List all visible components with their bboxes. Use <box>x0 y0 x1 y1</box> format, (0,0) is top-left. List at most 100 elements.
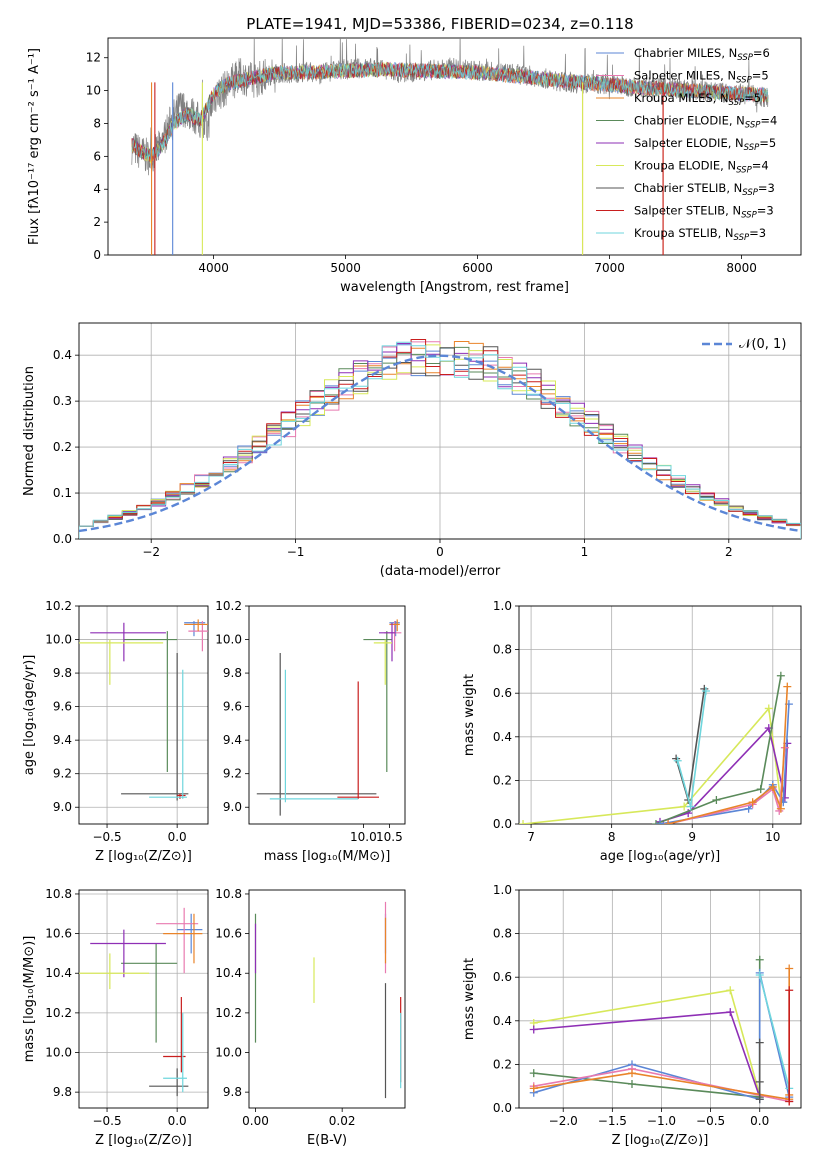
weight-marker-salpeter_elodie <box>529 1025 538 1034</box>
x-tick-label: 10.5 <box>376 830 403 844</box>
x-tick-label: 0.0 <box>750 1114 769 1128</box>
y-axis-label: mass weight <box>462 674 477 756</box>
normal-reference-curve <box>79 354 801 533</box>
spectrum-legend: Chabrier MILES, NSSP=6 Salpeter MILES, NS… <box>596 46 777 243</box>
x-tick-label: −1.0 <box>647 1114 676 1128</box>
legend-label-kroupa_stelib: Kroupa STELIB, NSSP=3 <box>634 226 766 243</box>
legend-label-chabrier_elodie: Chabrier ELODIE, NSSP=4 <box>634 114 777 131</box>
plot-area <box>79 339 801 539</box>
y-tick-label: 9.2 <box>53 767 72 781</box>
y-tick-label: 10.6 <box>215 927 242 941</box>
plot-area <box>529 955 794 1106</box>
x-tick-label: 2 <box>725 545 733 559</box>
y-tick-label: 0.0 <box>493 1101 512 1115</box>
histogram-kroupa_stelib <box>79 341 801 539</box>
weight-marker-chabrier_elodie <box>756 785 765 794</box>
y-tick-label: 0.4 <box>53 348 72 362</box>
mass-vs-ebv-panel: 0.00 0.02 9.8 10.0 10.2 10.4 10.6 10.8 E(B-V) <box>215 887 406 1148</box>
x-tick-label: 7000 <box>594 261 625 275</box>
y-tick-label: 0 <box>93 248 101 262</box>
axes-frame <box>78 322 802 540</box>
y-tick-label: 10.2 <box>215 1006 242 1020</box>
y-tick-label: 0.6 <box>493 686 512 700</box>
x-tick-label: −2 <box>142 545 160 559</box>
x-tick-label: 0.0 <box>168 1114 187 1128</box>
y-tick-label: 12 <box>86 51 101 65</box>
y-tick-label: 10.8 <box>215 887 242 901</box>
y-tick-label: 0.2 <box>493 773 512 787</box>
spectrum-panel: 4000 5000 6000 7000 8000 0 2 4 6 8 10 12 wavelength … <box>27 37 802 295</box>
y-tick-label: 9.8 <box>53 1085 72 1099</box>
y-tick-label: 10.2 <box>45 1006 72 1020</box>
x-tick-label: 1 <box>581 545 589 559</box>
y-tick-label: 0.8 <box>493 643 512 657</box>
weight-marker-chabrier_elodie <box>627 1080 636 1089</box>
weight-marker-kroupa_miles <box>785 964 794 973</box>
weight-marker-chabrier_miles <box>656 820 664 824</box>
y-tick-label: 10.0 <box>45 633 72 647</box>
axes-frame <box>248 889 406 1109</box>
x-tick-label: 10.0 <box>350 830 377 844</box>
legend-label-chabrier_miles: Chabrier MILES, NSSP=6 <box>634 46 770 63</box>
y-tick-label: 8 <box>93 116 101 130</box>
axes-frame <box>78 605 209 825</box>
y-tick-label: 9.8 <box>223 1085 242 1099</box>
weight-marker-chabrier_stelib <box>755 1077 764 1086</box>
axes-frame <box>248 605 406 825</box>
x-tick-label: 0.00 <box>242 1114 269 1128</box>
y-tick-label: 0.2 <box>53 440 72 454</box>
x-tick-label: 0 <box>436 545 444 559</box>
y-tick-label: 10.2 <box>45 599 72 613</box>
y-tick-label: 9.8 <box>223 666 242 680</box>
x-tick-label: −1.5 <box>598 1114 627 1128</box>
weight-marker-kroupa_miles <box>664 820 673 824</box>
y-axis-label: Normed distribution <box>22 366 37 496</box>
x-axis-label: E(B-V) <box>307 1133 347 1148</box>
x-tick-label: −1 <box>287 545 305 559</box>
y-tick-label: 10.0 <box>45 1046 72 1060</box>
weight-marker-chabrier_elodie <box>529 1069 538 1078</box>
y-tick-label: 0.2 <box>493 1057 512 1071</box>
x-tick-label: −0.5 <box>92 830 121 844</box>
y-tick-label: 9.0 <box>223 800 242 814</box>
weight-marker-chabrier_elodie <box>755 955 764 964</box>
plot-area <box>79 907 203 1097</box>
y-tick-label: 10 <box>86 84 101 98</box>
x-tick-label: 6000 <box>462 261 493 275</box>
weight-marker-kroupa_miles <box>776 804 785 813</box>
x-tick-label: 0.02 <box>329 1114 356 1128</box>
plot-area <box>131 38 769 255</box>
model-spectrum-kroupa_stelib <box>131 62 769 161</box>
y-tick-label: 9.6 <box>53 700 72 714</box>
x-axis-label: Z [log₁₀(Z/Z⊙)] <box>95 1133 192 1148</box>
weight-line-chabrier_elodie <box>533 959 761 1098</box>
weight-marker-salpeter_stelib <box>785 986 794 995</box>
x-tick-label: −2.0 <box>549 1114 578 1128</box>
weight-marker-chabrier_stelib <box>755 1095 764 1104</box>
x-axis-label: mass [log₁₀(M/M⊙)] <box>264 849 391 864</box>
y-tick-label: 9.6 <box>223 700 242 714</box>
axes-frame <box>518 889 802 1109</box>
axes-frame <box>107 37 802 256</box>
weight-marker-kroupa_elodie <box>726 986 735 995</box>
y-tick-label: 9.4 <box>53 733 72 747</box>
y-tick-label: 9.2 <box>223 767 242 781</box>
legend-label-salpeter_stelib: Salpeter STELIB, NSSP=3 <box>634 204 774 221</box>
weight-marker-chabrier_elodie <box>651 820 660 824</box>
weight-marker-kroupa_stelib <box>673 756 682 765</box>
plot-area <box>256 619 402 816</box>
weight-line-salpeter_elodie <box>533 1011 761 1098</box>
x-tick-label: 7 <box>527 830 535 844</box>
age-vs-metallicity-panel: −0.5 0.0 9.0 9.2 9.4 9.6 9.8 10.0 10.2 Z [log₁₀(Z… <box>22 599 209 864</box>
y-tick-label: 6 <box>93 149 101 163</box>
weight-marker-kroupa_elodie <box>764 704 773 713</box>
legend-label-salpeter_miles: Salpeter MILES, NSSP=5 <box>634 69 769 86</box>
y-axis-label: mass [log₁₀(M/M⊙)] <box>22 936 37 1063</box>
weight-marker-chabrier_elodie <box>776 671 785 680</box>
weight-line-chabrier_stelib <box>675 688 706 801</box>
weight-marker-kroupa_miles <box>529 1084 538 1093</box>
x-axis-label: (data-model)/error <box>380 564 501 579</box>
y-tick-label: 10.0 <box>215 1046 242 1060</box>
x-tick-label: −0.5 <box>92 1114 121 1128</box>
y-tick-label: 9.8 <box>53 666 72 680</box>
